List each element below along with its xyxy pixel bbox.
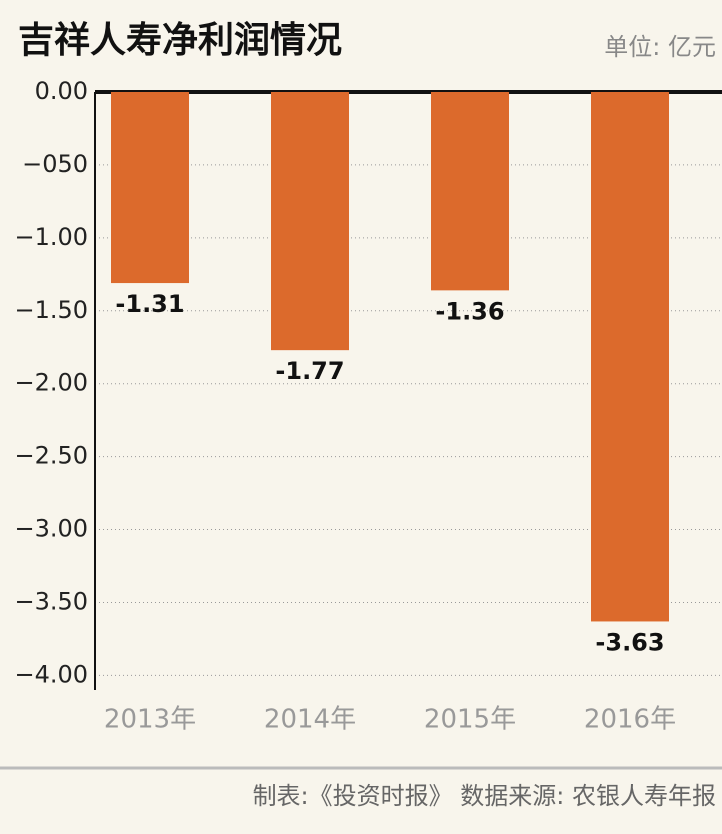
y-tick-label: −050	[22, 150, 88, 178]
bar	[591, 92, 669, 622]
bar	[271, 92, 349, 351]
y-tick-label: −3.50	[14, 587, 88, 615]
bar	[431, 92, 509, 291]
y-tick-label: −4.00	[14, 660, 88, 688]
y-tick-label: −2.50	[14, 442, 88, 470]
data-label: -1.31	[115, 290, 184, 318]
chart-title: 吉祥人寿净利润情况	[18, 20, 342, 61]
data-label: -3.63	[595, 628, 664, 656]
y-tick-label: −1.50	[14, 296, 88, 324]
y-tick-label: −3.00	[14, 515, 88, 543]
x-tick-label: 2016年	[584, 705, 676, 735]
footer-note: 制表:《投资时报》 数据来源: 农银人寿年报	[253, 782, 716, 810]
unit-label: 单位: 亿元	[604, 33, 716, 61]
data-label: -1.77	[275, 357, 344, 385]
x-tick-label: 2013年	[104, 705, 196, 735]
data-label: -1.36	[435, 297, 504, 325]
y-tick-label: −1.00	[14, 223, 88, 251]
x-tick-label: 2014年	[264, 705, 356, 735]
y-tick-label: −2.00	[14, 369, 88, 397]
bar	[111, 92, 189, 284]
y-tick-label: 0.00	[35, 77, 88, 105]
x-tick-label: 2015年	[424, 705, 516, 735]
